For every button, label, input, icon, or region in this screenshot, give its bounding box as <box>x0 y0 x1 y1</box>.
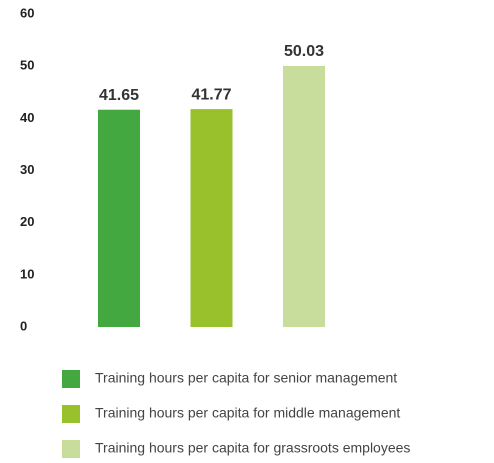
y-tick-label: 10 <box>20 266 34 281</box>
legend-label: Training hours per capita for grassroots… <box>95 440 410 456</box>
value-label: 50.03 <box>284 43 324 60</box>
y-tick-label: 30 <box>20 162 34 177</box>
y-tick-label: 0 <box>20 318 27 333</box>
bar <box>98 109 140 327</box>
legend-swatch <box>62 440 80 458</box>
value-label: 41.65 <box>99 87 139 104</box>
legend-label: Training hours per capita for middle man… <box>95 405 400 421</box>
legend-label: Training hours per capita for senior man… <box>95 370 397 386</box>
y-tick-label: 20 <box>20 214 34 229</box>
y-tick-label: 50 <box>20 58 34 73</box>
y-tick-label: 40 <box>20 110 34 125</box>
legend-swatch <box>62 370 80 388</box>
legend-swatch <box>62 405 80 423</box>
value-label: 41.77 <box>191 86 231 103</box>
y-tick-label: 60 <box>20 5 34 20</box>
bar <box>283 66 325 328</box>
bar <box>190 109 233 328</box>
